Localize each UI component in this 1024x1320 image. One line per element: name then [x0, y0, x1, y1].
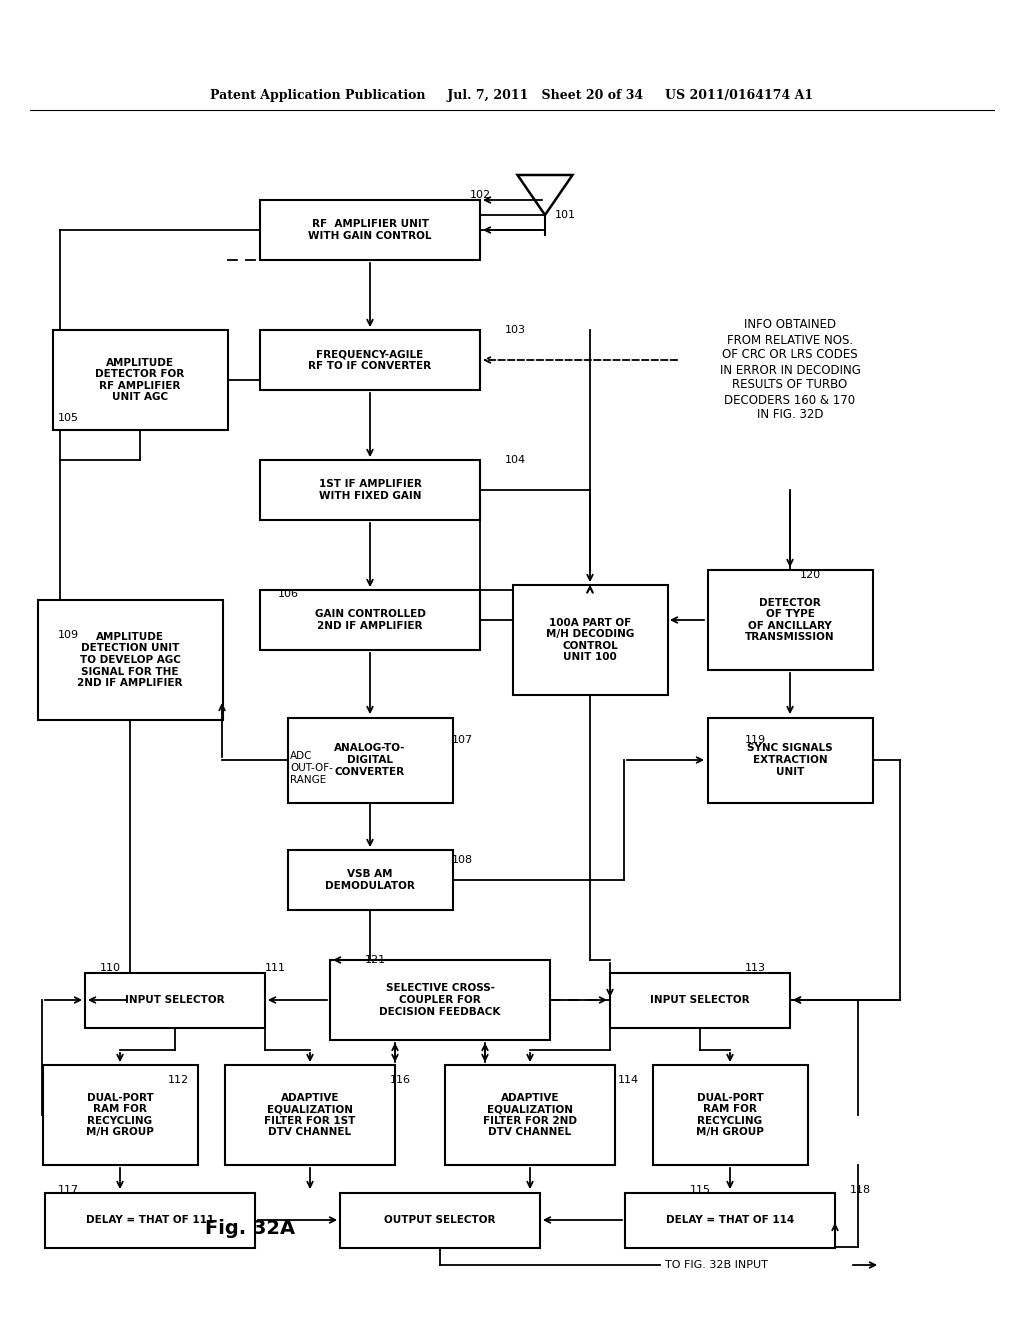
Text: 111: 111 [265, 964, 286, 973]
Text: 119: 119 [745, 735, 766, 744]
Text: 109: 109 [58, 630, 79, 640]
Text: 1ST IF AMPLIFIER
WITH FIXED GAIN: 1ST IF AMPLIFIER WITH FIXED GAIN [318, 479, 422, 500]
Text: TO FIG. 32B INPUT: TO FIG. 32B INPUT [665, 1261, 768, 1270]
Text: SYNC SIGNALS
EXTRACTION
UNIT: SYNC SIGNALS EXTRACTION UNIT [748, 743, 833, 776]
Text: DELAY = THAT OF 111: DELAY = THAT OF 111 [86, 1214, 214, 1225]
Text: 101: 101 [555, 210, 575, 220]
Text: SELECTIVE CROSS-
COUPLER FOR
DECISION FEEDBACK: SELECTIVE CROSS- COUPLER FOR DECISION FE… [379, 983, 501, 1016]
Text: 112: 112 [168, 1074, 189, 1085]
FancyBboxPatch shape [610, 973, 790, 1027]
FancyBboxPatch shape [260, 330, 480, 389]
Text: 113: 113 [745, 964, 766, 973]
Text: ADAPTIVE
EQUALIZATION
FILTER FOR 1ST
DTV CHANNEL: ADAPTIVE EQUALIZATION FILTER FOR 1ST DTV… [264, 1093, 355, 1138]
Text: ADC
OUT-OF-
RANGE: ADC OUT-OF- RANGE [290, 751, 333, 784]
FancyBboxPatch shape [38, 601, 222, 719]
FancyBboxPatch shape [708, 718, 872, 803]
Text: AMPLITUDE
DETECTOR FOR
RF AMPLIFIER
UNIT AGC: AMPLITUDE DETECTOR FOR RF AMPLIFIER UNIT… [95, 358, 184, 403]
Text: ADAPTIVE
EQUALIZATION
FILTER FOR 2ND
DTV CHANNEL: ADAPTIVE EQUALIZATION FILTER FOR 2ND DTV… [483, 1093, 577, 1138]
FancyBboxPatch shape [288, 718, 453, 803]
FancyBboxPatch shape [288, 850, 453, 909]
Text: Fig. 32A: Fig. 32A [205, 1218, 295, 1238]
FancyBboxPatch shape [52, 330, 227, 430]
Text: 103: 103 [505, 325, 526, 335]
Text: 114: 114 [618, 1074, 639, 1085]
Text: 117: 117 [58, 1185, 79, 1195]
Text: ANALOG-TO-
DIGITAL
CONVERTER: ANALOG-TO- DIGITAL CONVERTER [334, 743, 406, 776]
FancyBboxPatch shape [260, 590, 480, 649]
Text: 106: 106 [278, 589, 299, 599]
Text: 100A PART OF
M/H DECODING
CONTROL
UNIT 100: 100A PART OF M/H DECODING CONTROL UNIT 1… [546, 618, 634, 663]
Text: 121: 121 [365, 954, 386, 965]
FancyBboxPatch shape [652, 1065, 808, 1166]
Text: AMPLITUDE
DETECTION UNIT
TO DEVELOP AGC
SIGNAL FOR THE
2ND IF AMPLIFIER: AMPLITUDE DETECTION UNIT TO DEVELOP AGC … [77, 632, 182, 688]
Text: Patent Application Publication     Jul. 7, 2011   Sheet 20 of 34     US 2011/016: Patent Application Publication Jul. 7, 2… [211, 88, 813, 102]
FancyBboxPatch shape [45, 1192, 255, 1247]
Text: DUAL-PORT
RAM FOR
RECYCLING
M/H GROUP: DUAL-PORT RAM FOR RECYCLING M/H GROUP [86, 1093, 154, 1138]
FancyBboxPatch shape [445, 1065, 615, 1166]
Text: 115: 115 [690, 1185, 711, 1195]
Text: 116: 116 [390, 1074, 411, 1085]
Text: DETECTOR
OF TYPE
OF ANCILLARY
TRANSMISSION: DETECTOR OF TYPE OF ANCILLARY TRANSMISSI… [745, 598, 835, 643]
Text: 108: 108 [452, 855, 473, 865]
Text: 118: 118 [850, 1185, 871, 1195]
Text: RF  AMPLIFIER UNIT
WITH GAIN CONTROL: RF AMPLIFIER UNIT WITH GAIN CONTROL [308, 219, 432, 240]
FancyBboxPatch shape [260, 201, 480, 260]
Text: 107: 107 [452, 735, 473, 744]
FancyBboxPatch shape [625, 1192, 835, 1247]
FancyBboxPatch shape [330, 960, 550, 1040]
Text: 120: 120 [800, 570, 821, 579]
Text: INPUT SELECTOR: INPUT SELECTOR [125, 995, 225, 1005]
FancyBboxPatch shape [260, 459, 480, 520]
FancyBboxPatch shape [340, 1192, 540, 1247]
FancyBboxPatch shape [43, 1065, 198, 1166]
Text: 110: 110 [100, 964, 121, 973]
Text: GAIN CONTROLLED
2ND IF AMPLIFIER: GAIN CONTROLLED 2ND IF AMPLIFIER [314, 610, 425, 631]
Text: INFO OBTAINED
FROM RELATIVE NOS.
OF CRC OR LRS CODES
IN ERROR IN DECODING
RESULT: INFO OBTAINED FROM RELATIVE NOS. OF CRC … [720, 318, 860, 421]
Text: 104: 104 [505, 455, 526, 465]
Text: FREQUENCY-AGILE
RF TO IF CONVERTER: FREQUENCY-AGILE RF TO IF CONVERTER [308, 350, 431, 371]
FancyBboxPatch shape [225, 1065, 395, 1166]
Text: OUTPUT SELECTOR: OUTPUT SELECTOR [384, 1214, 496, 1225]
Text: DELAY = THAT OF 114: DELAY = THAT OF 114 [666, 1214, 795, 1225]
Text: 105: 105 [58, 413, 79, 422]
Text: INPUT SELECTOR: INPUT SELECTOR [650, 995, 750, 1005]
FancyBboxPatch shape [512, 585, 668, 696]
Text: VSB AM
DEMODULATOR: VSB AM DEMODULATOR [325, 869, 415, 891]
FancyBboxPatch shape [85, 973, 265, 1027]
FancyBboxPatch shape [708, 570, 872, 671]
Text: 102: 102 [470, 190, 492, 201]
Text: DUAL-PORT
RAM FOR
RECYCLING
M/H GROUP: DUAL-PORT RAM FOR RECYCLING M/H GROUP [696, 1093, 764, 1138]
